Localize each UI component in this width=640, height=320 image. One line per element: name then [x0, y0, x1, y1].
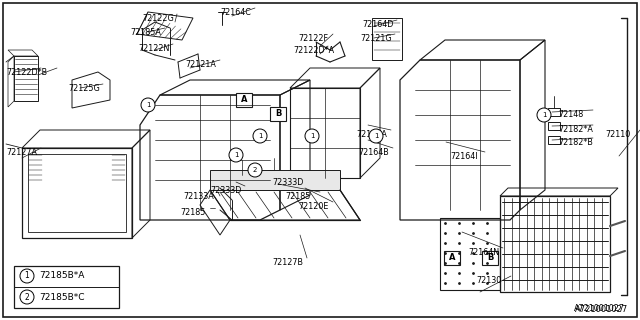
- Text: 72185A: 72185A: [130, 28, 161, 37]
- Bar: [268, 170, 280, 184]
- Text: A: A: [241, 95, 247, 105]
- Text: 72333D: 72333D: [272, 178, 303, 187]
- Text: 1: 1: [146, 102, 150, 108]
- Text: 72121A: 72121A: [185, 60, 216, 69]
- Text: 72164N: 72164N: [468, 248, 499, 257]
- Bar: [372, 18, 402, 60]
- Text: 72122F: 72122F: [298, 34, 328, 43]
- Bar: [236, 93, 252, 107]
- Circle shape: [141, 98, 155, 112]
- Text: 1: 1: [258, 133, 262, 139]
- Circle shape: [369, 129, 383, 143]
- Polygon shape: [210, 170, 340, 190]
- Text: 72182*A: 72182*A: [558, 125, 593, 134]
- Text: 72164B: 72164B: [358, 148, 388, 157]
- Text: 72127A: 72127A: [6, 148, 37, 157]
- Bar: [482, 251, 498, 265]
- Text: 1: 1: [24, 271, 29, 281]
- Circle shape: [20, 269, 34, 283]
- Text: 72148: 72148: [558, 110, 583, 119]
- Text: 72121G: 72121G: [360, 34, 392, 43]
- Bar: [28, 154, 126, 232]
- Circle shape: [229, 148, 243, 162]
- Text: 72130: 72130: [476, 276, 501, 285]
- Text: 72164C: 72164C: [220, 8, 251, 17]
- Text: 72122D*A: 72122D*A: [293, 46, 334, 55]
- Text: 1: 1: [234, 152, 238, 158]
- Bar: [548, 108, 560, 116]
- Text: 72182*B: 72182*B: [558, 138, 593, 147]
- Text: 1: 1: [374, 133, 378, 139]
- Text: 72125G: 72125G: [68, 84, 100, 93]
- Text: 72333D: 72333D: [210, 186, 241, 195]
- Text: 72164I: 72164I: [450, 152, 477, 161]
- Text: A721001027: A721001027: [575, 305, 628, 314]
- Bar: [548, 122, 560, 130]
- Text: 72122G: 72122G: [142, 14, 173, 23]
- Circle shape: [253, 129, 267, 143]
- Bar: [500, 196, 610, 292]
- Bar: [14, 56, 38, 101]
- Text: B: B: [487, 253, 493, 262]
- Text: 72110: 72110: [605, 130, 630, 139]
- Text: A: A: [449, 253, 455, 262]
- Bar: [444, 251, 460, 265]
- Text: 72185: 72185: [285, 192, 310, 201]
- Bar: [22, 148, 132, 238]
- Circle shape: [248, 163, 262, 177]
- Text: 72185: 72185: [180, 208, 205, 217]
- Text: 72185B*A: 72185B*A: [39, 271, 84, 281]
- Bar: [14, 266, 119, 308]
- Text: 72185B*C: 72185B*C: [39, 292, 84, 301]
- Bar: [440, 218, 500, 290]
- Text: 72122D*B: 72122D*B: [6, 68, 47, 77]
- Text: 72133A: 72133A: [183, 192, 214, 201]
- Text: 2: 2: [24, 292, 29, 301]
- Bar: [236, 175, 248, 189]
- Text: B: B: [275, 109, 281, 118]
- Circle shape: [20, 290, 34, 304]
- Bar: [270, 107, 286, 121]
- Text: A721001027: A721001027: [574, 304, 625, 313]
- Text: 72127B: 72127B: [272, 258, 303, 267]
- Text: 1: 1: [310, 133, 314, 139]
- Bar: [548, 136, 560, 144]
- Text: 72120E: 72120E: [298, 202, 328, 211]
- Text: 72121A: 72121A: [356, 130, 387, 139]
- Circle shape: [305, 129, 319, 143]
- Text: 72164D: 72164D: [362, 20, 394, 29]
- Text: 2: 2: [253, 167, 257, 173]
- Circle shape: [537, 108, 551, 122]
- Text: 1: 1: [541, 112, 547, 118]
- Text: 72122N: 72122N: [138, 44, 170, 53]
